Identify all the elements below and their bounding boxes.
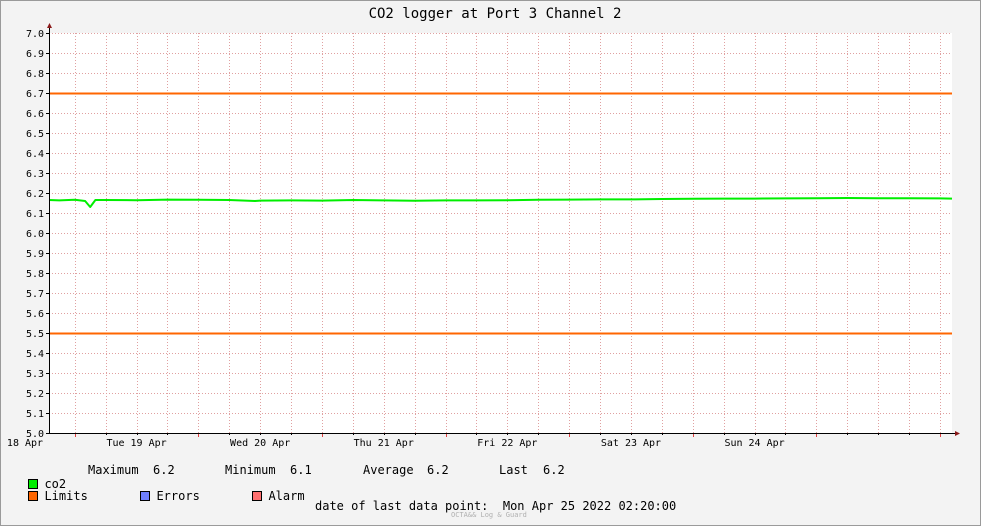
legend-errors: Errors <box>156 489 200 503</box>
brand-watermark: OCTA&& Log & Guard <box>451 511 527 519</box>
y-axis-arrow-icon <box>47 23 52 28</box>
last-data-point: date of last data point: Mon Apr 25 2022… <box>315 499 676 513</box>
y-tick-label: 7.0 <box>26 29 44 40</box>
limit-lines <box>49 92 952 335</box>
limits-swatch-icon <box>28 491 39 501</box>
legend-maximum: Maximum <box>88 463 139 477</box>
y-tick-label: 5.7 <box>26 289 44 300</box>
x-axis-ticks: Mon 18 Apr Tue 19 Apr Wed 20 Apr Thu 21 Apr… <box>0 433 941 449</box>
y-tick-label: 5.0 <box>26 429 44 440</box>
x-tick-label: Fri 22 Apr <box>477 438 537 449</box>
y-tick-label: 5.1 <box>26 409 44 420</box>
series-line-co2 <box>48 197 953 208</box>
average-label: Average <box>363 463 414 477</box>
legend-average: Average <box>363 463 414 477</box>
last-point-value: Mon Apr 25 2022 02:20:00 <box>502 499 677 513</box>
x-tick-label: Tue 19 Apr <box>106 438 166 449</box>
co2-swatch-icon <box>28 479 39 489</box>
y-tick-label: 6.6 <box>26 109 44 120</box>
minimum-value: 6.1 <box>290 463 312 477</box>
y-tick-label: 6.4 <box>26 149 44 160</box>
errors-swatch-icon <box>140 491 151 501</box>
y-tick-label: 6.5 <box>26 129 44 140</box>
legend-last-value: 6.2 <box>543 463 565 477</box>
legend-row-co2: co2 <box>14 463 66 491</box>
legend-row-errors: Errors <box>126 475 200 503</box>
average-value: 6.2 <box>427 463 449 477</box>
legend-average-value: 6.2 <box>427 463 449 477</box>
last-label: Last <box>499 463 528 477</box>
y-tick-label: 6.9 <box>26 49 44 60</box>
legend-row-limits: Limits <box>14 475 88 503</box>
legend-alarm: Alarm <box>268 489 305 503</box>
y-tick-label: 5.5 <box>26 329 44 340</box>
axes <box>47 23 960 436</box>
y-tick-label: 6.8 <box>26 69 44 80</box>
legend-last: Last <box>499 463 528 477</box>
y-tick-label: 5.4 <box>26 349 44 360</box>
x-tick-label: Wed 20 Apr <box>230 438 290 449</box>
y-tick-label: 5.6 <box>26 309 44 320</box>
x-tick-label: Thu 21 Apr <box>354 438 414 449</box>
y-tick-label: 5.3 <box>26 369 44 380</box>
y-tick-label: 5.9 <box>26 249 44 260</box>
alarm-swatch-icon <box>252 491 263 501</box>
last-value: 6.2 <box>543 463 565 477</box>
vertical-gridlines <box>75 33 941 433</box>
y-axis-ticks: 5.0 5.1 5.2 5.3 5.4 5.5 5.6 5.7 5.8 5.9 6.0 6.1 6.2 6… <box>26 29 49 440</box>
x-tick-label: Sun 24 Apr <box>724 438 784 449</box>
series-lines <box>48 197 953 208</box>
x-axis-arrow-icon <box>955 431 960 436</box>
y-tick-label: 6.3 <box>26 169 44 180</box>
minimum-label: Minimum <box>225 463 276 477</box>
legend-limits: Limits <box>44 489 88 503</box>
last-point-label: date of last data point: <box>315 499 489 513</box>
x-tick-label: Mon 18 Apr <box>0 438 43 449</box>
legend-minimum-value: 6.1 <box>290 463 312 477</box>
chart-title: CO2 logger at Port 3 Channel 2 <box>369 6 622 22</box>
maximum-value: 6.2 <box>153 463 175 477</box>
y-tick-label: 6.2 <box>26 189 44 200</box>
y-tick-label: 6.1 <box>26 209 44 220</box>
maximum-label: Maximum <box>88 463 139 477</box>
legend-row-alarm: Alarm <box>238 475 305 503</box>
y-tick-label: 5.2 <box>26 389 44 400</box>
legend-maximum-value: 6.2 <box>153 463 175 477</box>
legend-co2: co2 <box>44 477 67 491</box>
y-tick-label: 5.8 <box>26 269 44 280</box>
y-tick-label: 6.0 <box>26 229 44 240</box>
legend-minimum: Minimum <box>225 463 276 477</box>
x-tick-label: Sat 23 Apr <box>601 438 661 449</box>
y-tick-label: 6.7 <box>26 89 44 100</box>
